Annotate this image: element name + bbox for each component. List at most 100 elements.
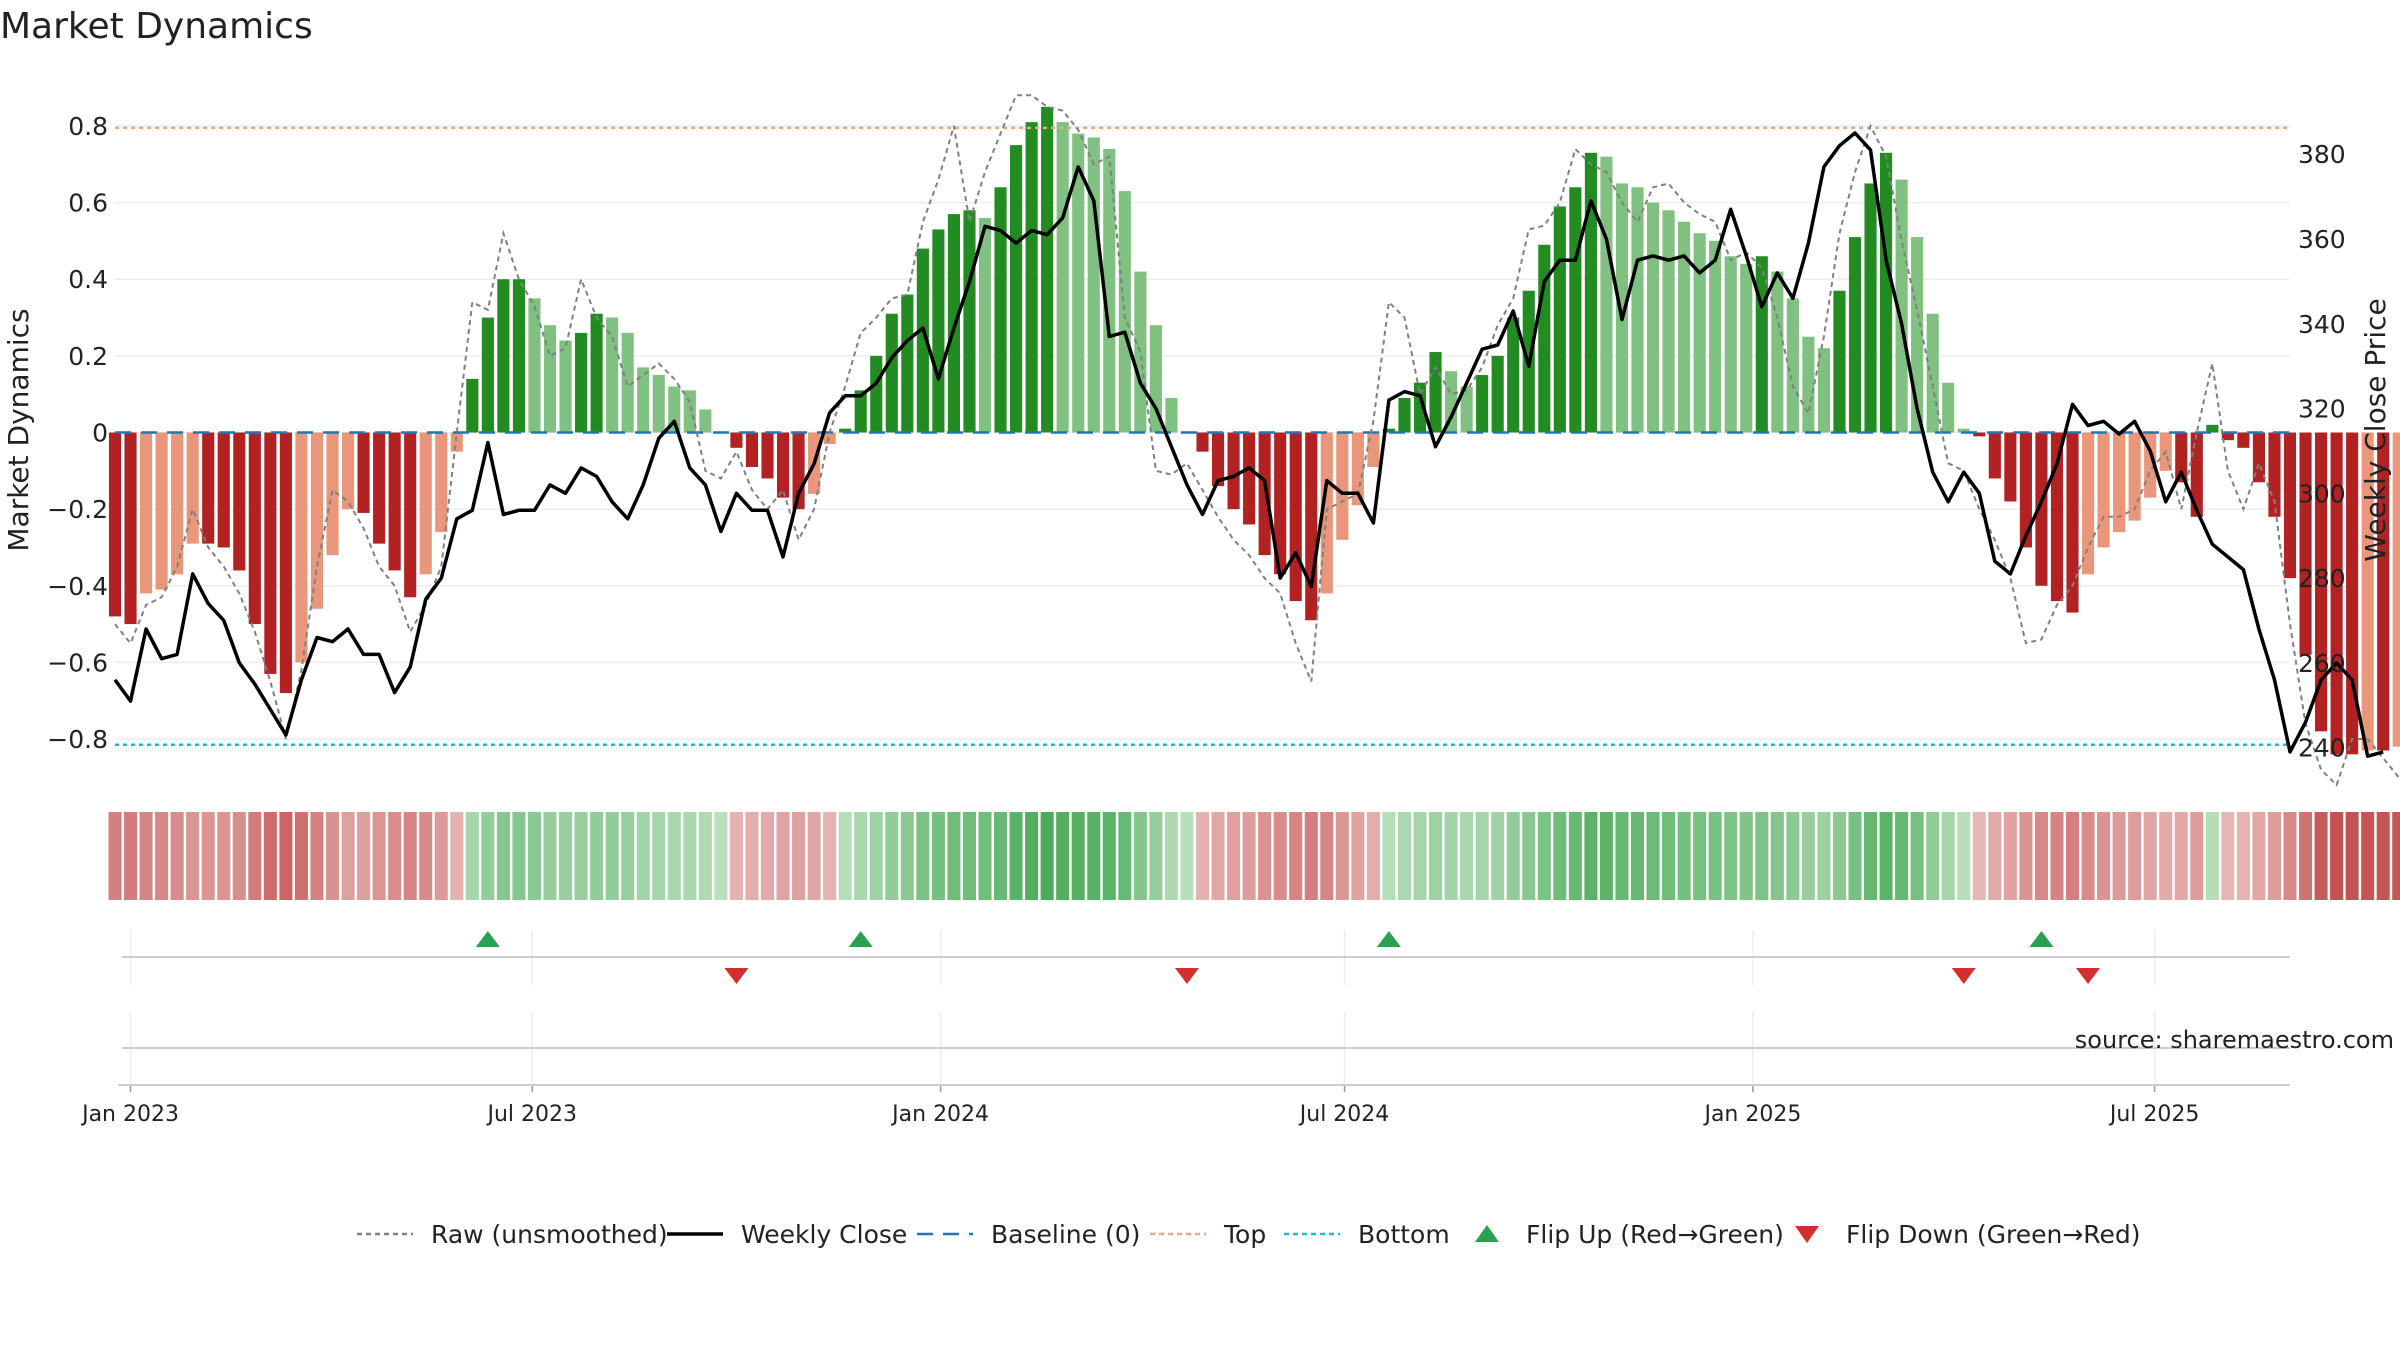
dynamics-bar — [140, 432, 153, 594]
dynamics-bar — [1569, 187, 1582, 433]
regime-cell — [2376, 812, 2390, 900]
regime-cell — [1522, 812, 1536, 900]
dynamics-bar — [1429, 352, 1442, 433]
regime-cell — [1755, 812, 1769, 900]
dynamics-bar — [2175, 432, 2188, 483]
regime-cell — [1382, 812, 1396, 900]
dynamics-bar — [2346, 432, 2359, 755]
legend-label: Raw (unsmoothed) — [431, 1220, 668, 1249]
dynamics-bar — [730, 432, 743, 448]
regime-cell — [1506, 812, 1520, 900]
dynamics-bar — [295, 432, 308, 663]
dynamics-bar — [963, 210, 976, 433]
legend-label: Bottom — [1358, 1220, 1450, 1249]
legend-label: Flip Up (Red→Green) — [1526, 1220, 1784, 1249]
chart-legend: Raw (unsmoothed) Weekly Close Baseline (0)… — [357, 1220, 2141, 1249]
regime-cell — [512, 812, 526, 900]
dynamics-bar — [1010, 145, 1023, 433]
dynamics-bar — [1305, 432, 1318, 621]
regime-cell — [1164, 812, 1178, 900]
dynamics-bar — [916, 248, 929, 433]
dynamics-bar — [279, 432, 292, 694]
regime-cell — [155, 812, 169, 900]
dynamics-bar — [2081, 432, 2095, 575]
flip-up-marker — [1376, 931, 1401, 947]
regime-cell — [885, 812, 899, 900]
dynamics-bar — [1025, 122, 1038, 433]
dynamics-bar — [2128, 432, 2141, 521]
dynamics-bar — [1693, 233, 1706, 433]
regime-cell — [1304, 812, 1318, 900]
legend-label: Flip Down (Green→Red) — [1846, 1220, 2141, 1249]
regime-cell — [1895, 812, 1909, 900]
dynamics-bar — [1507, 317, 1520, 433]
regime-cell — [807, 812, 821, 900]
regime-cell — [1087, 812, 1101, 900]
flip-down-marker — [724, 968, 749, 984]
dynamics-bar — [1274, 432, 1287, 575]
regime-cell — [1615, 812, 1629, 900]
dynamics-bar — [435, 432, 448, 533]
regime-cell — [854, 812, 868, 900]
dynamics-bar — [2392, 432, 2400, 747]
dynamics-bar — [1709, 240, 1722, 433]
regime-cell — [2034, 812, 2048, 900]
regime-cell — [294, 812, 308, 900]
regime-cell — [994, 812, 1008, 900]
dynamics-bar — [1895, 179, 1908, 433]
regime-cell — [916, 812, 930, 900]
y-tick-label: −0.4 — [47, 572, 108, 601]
dynamics-bar — [2035, 432, 2048, 586]
lines-layer — [113, 94, 2400, 787]
regime-cell — [2019, 812, 2033, 900]
regime-cell — [1320, 812, 1334, 900]
regime-cell — [434, 812, 448, 900]
dynamics-bar — [637, 367, 650, 433]
regime-cell — [2143, 812, 2157, 900]
regime-cell — [574, 812, 588, 900]
regime-cell — [1351, 812, 1365, 900]
regime-cell — [450, 812, 464, 900]
dynamics-bar — [1553, 206, 1566, 433]
dynamics-bar — [1445, 371, 1458, 433]
regime-cell — [232, 812, 246, 900]
flip-up-legend-icon — [1475, 1225, 1499, 1242]
dynamics-bar — [388, 432, 401, 571]
regime-cell — [2330, 812, 2344, 900]
x-tick-label: Jan 2025 — [1702, 1102, 1801, 1127]
chart-title: Market Dynamics — [0, 6, 313, 47]
dynamics-bar — [2330, 432, 2343, 755]
flip-up-marker — [475, 931, 500, 947]
x-tick-label: Jul 2023 — [485, 1102, 577, 1127]
legend-item: Raw (unsmoothed) — [357, 1220, 668, 1249]
regime-cell — [279, 812, 293, 900]
dynamics-bar — [1615, 183, 1629, 433]
regime-cell — [1025, 812, 1039, 900]
dynamics-bar — [1118, 191, 1131, 433]
regime-cell — [2050, 812, 2064, 900]
regime-cell — [1211, 812, 1225, 900]
y2-axis-label: Weekly Close Price — [2359, 298, 2392, 561]
regime-cell — [1180, 812, 1194, 900]
dynamics-bar — [1382, 428, 1395, 433]
regime-cell — [621, 812, 635, 900]
dynamics-bar — [1196, 432, 1209, 452]
dynamics-bar — [1848, 237, 1862, 433]
y2-tick-label: 320 — [2298, 395, 2346, 424]
regime-cell — [838, 812, 852, 900]
dynamics-bar — [2283, 432, 2297, 579]
x-tick-label: Jul 2025 — [2108, 1102, 2200, 1127]
x-tick-label: Jul 2024 — [1298, 1102, 1390, 1127]
regime-cell — [605, 812, 619, 900]
dynamics-bar — [2004, 432, 2017, 502]
dynamics-bar — [2237, 432, 2250, 448]
regime-cell — [2361, 812, 2375, 900]
y-tick-label: 0.4 — [68, 265, 108, 294]
flip-down-marker — [1174, 968, 1199, 984]
y-tick-label: 0 — [92, 419, 108, 448]
dynamics-bar — [2299, 432, 2312, 655]
regime-cell — [823, 812, 837, 900]
regime-cell — [1009, 812, 1023, 900]
flip-down-marker — [1951, 968, 1976, 984]
regime-cell — [1801, 812, 1815, 900]
